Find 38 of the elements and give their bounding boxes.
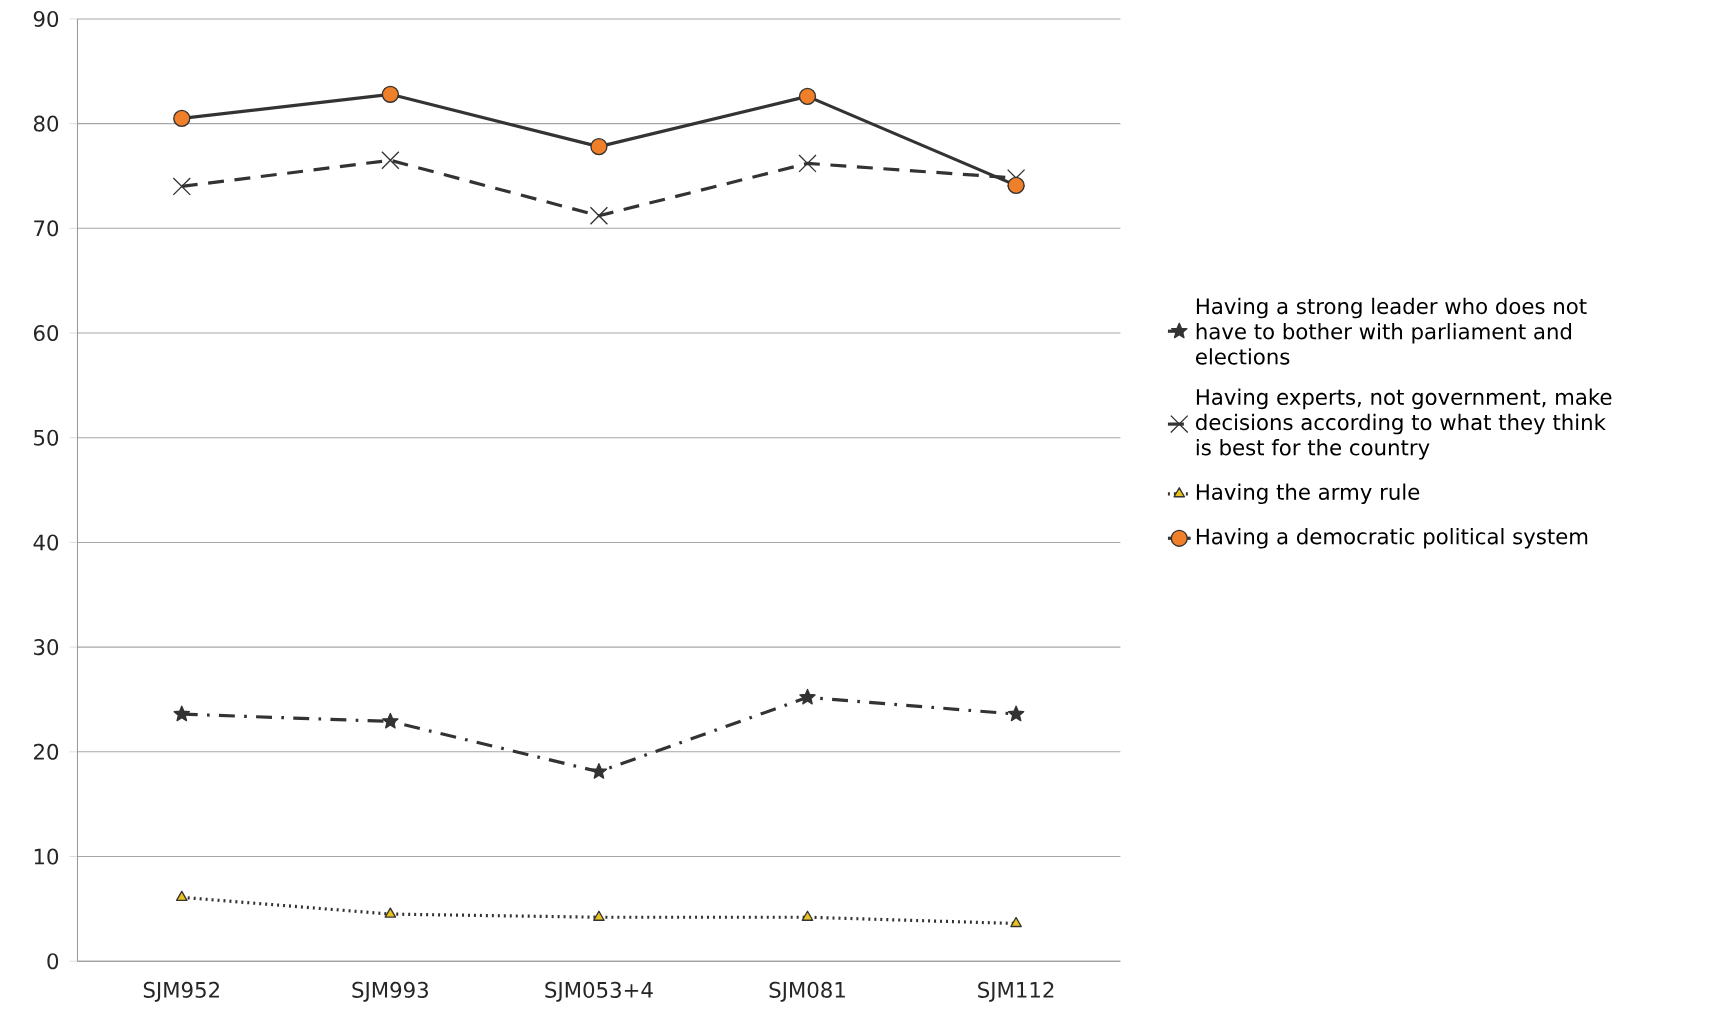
point <box>801 910 814 921</box>
legend-label: Having a democratic political system <box>1196 527 1588 549</box>
y-tick-label: 90 <box>33 10 59 27</box>
point <box>590 763 608 779</box>
point <box>173 109 191 128</box>
point <box>382 712 399 729</box>
y-tick-label: 20 <box>34 743 59 760</box>
y-tick-label: 30 <box>34 639 59 656</box>
point <box>173 705 191 722</box>
y-tick-label: 50 <box>34 429 59 446</box>
point <box>1007 705 1025 722</box>
y-tick-label: 40 <box>33 534 59 551</box>
point <box>593 910 605 921</box>
x-tick-label: SJM112 <box>978 981 1054 1002</box>
point <box>799 688 816 705</box>
point <box>175 890 188 901</box>
point <box>798 154 817 173</box>
legend-label: Having a strong leader who does not have to bother with parliament and elections <box>1196 297 1587 365</box>
point <box>381 151 400 170</box>
x-tick-label: SJM952 <box>143 981 219 1002</box>
point <box>589 206 609 225</box>
point <box>384 907 397 918</box>
x-tick-label: SJM993 <box>352 981 428 1002</box>
y-tick-label: 10 <box>34 848 59 865</box>
point <box>1007 176 1025 195</box>
point <box>1010 916 1022 928</box>
x-tick-label: SJM081 <box>769 981 845 1002</box>
y-tick-label: 70 <box>34 220 59 237</box>
legend-label: Having experts, not government, make decisions according to what they think is best for the country <box>1196 388 1612 460</box>
x-tick-label: SJM053+4 <box>545 981 653 1002</box>
point <box>172 177 191 196</box>
y-tick-label: 0 <box>47 953 59 970</box>
legend-label: Having the army rule <box>1196 483 1420 505</box>
y-tick-label: 60 <box>33 324 59 342</box>
y-tick-label: 80 <box>33 115 59 132</box>
point <box>798 87 817 106</box>
point <box>381 85 399 103</box>
point <box>590 138 608 156</box>
